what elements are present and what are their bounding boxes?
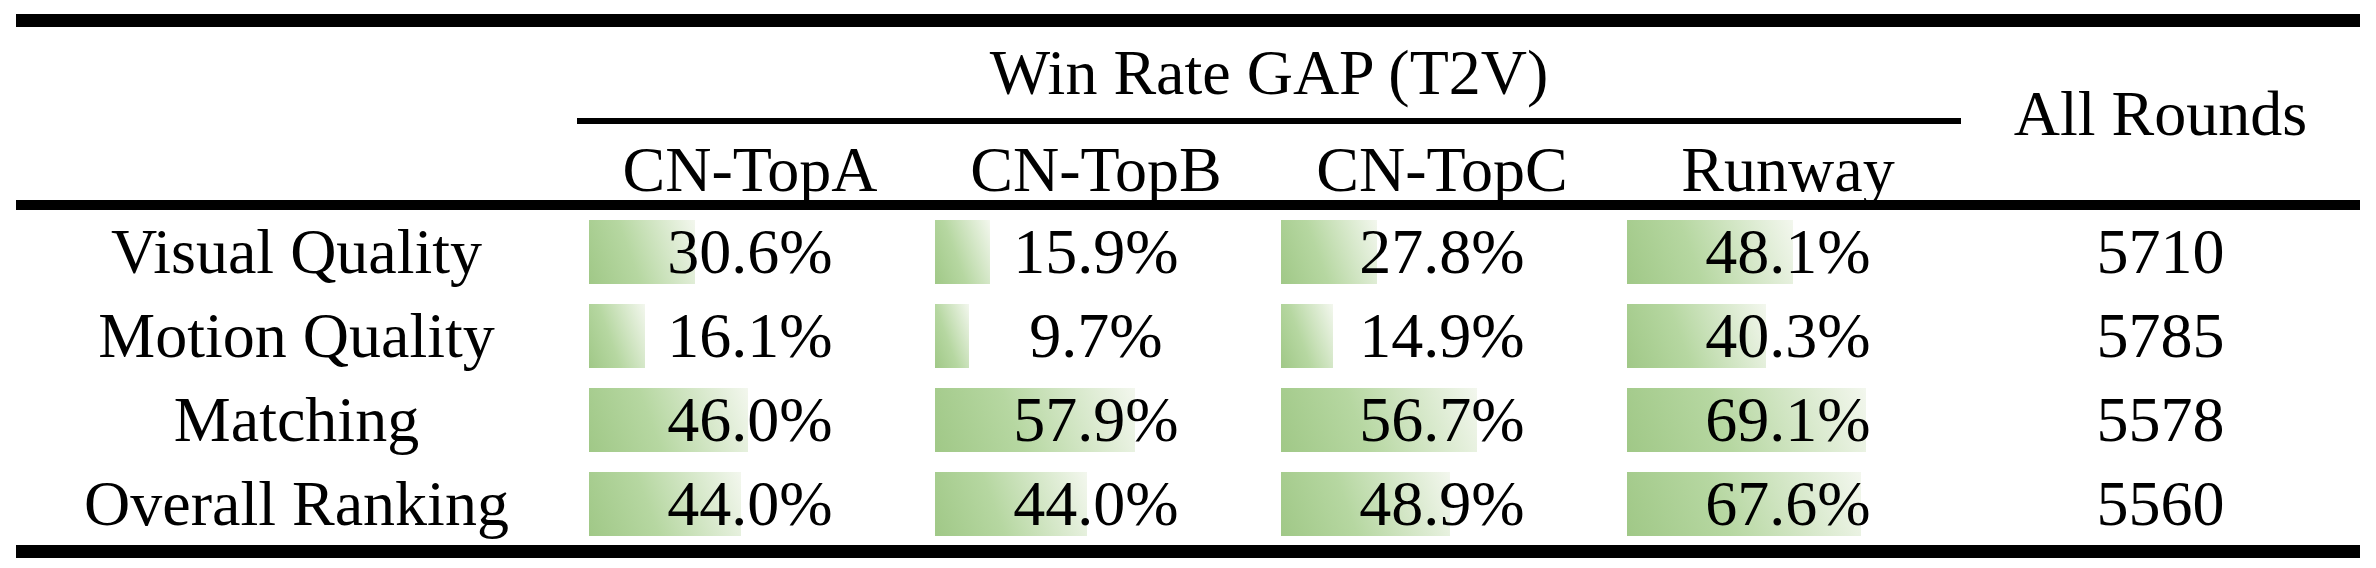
all-rounds-value: 5785 xyxy=(1961,294,2360,378)
group-header: Win Rate GAP (T2V) xyxy=(577,27,1961,118)
win-rate-cell: 57.9% xyxy=(923,378,1269,462)
row-label: Visual Quality xyxy=(16,210,577,294)
table-row: Visual Quality 30.6% 15.9% 27.8% 48.1% 5… xyxy=(16,210,2360,294)
win-rate-value: 44.0% xyxy=(1013,472,1178,536)
win-rate-cell: 48.1% xyxy=(1615,210,1961,294)
win-rate-value: 14.9% xyxy=(1359,304,1524,368)
all-rounds-value: 5578 xyxy=(1961,378,2360,462)
win-rate-value: 56.7% xyxy=(1359,388,1524,452)
table-row: Motion Quality 16.1% 9.7% 14.9% 40.3% 57… xyxy=(16,294,2360,378)
win-rate-cell: 30.6% xyxy=(577,210,923,294)
win-rate-cell: 9.7% xyxy=(923,294,1269,378)
table-row: Overall Ranking 44.0% 44.0% 48.9% 67.6% … xyxy=(16,462,2360,546)
win-rate-value: 40.3% xyxy=(1705,304,1870,368)
win-rate-table-figure: Win Rate GAP (T2V) All Rounds CN-TopA CN… xyxy=(0,0,2376,568)
column-header-row: CN-TopA CN-TopB CN-TopC Runway xyxy=(577,124,1961,200)
win-rate-value: 16.1% xyxy=(667,304,832,368)
row-label: Matching xyxy=(16,378,577,462)
win-rate-cell: 67.6% xyxy=(1615,462,1961,546)
column-header-cn-topc: CN-TopC xyxy=(1269,124,1615,200)
win-rate-cell: 46.0% xyxy=(577,378,923,462)
win-rate-value: 44.0% xyxy=(667,472,832,536)
column-header-runway: Runway xyxy=(1615,124,1961,200)
all-rounds-value: 5560 xyxy=(1961,462,2360,546)
win-rate-cell: 44.0% xyxy=(923,462,1269,546)
win-rate-value: 69.1% xyxy=(1705,388,1870,452)
win-rate-cell: 48.9% xyxy=(1269,462,1615,546)
win-rate-bar xyxy=(935,304,969,368)
all-rounds-value: 5710 xyxy=(1961,210,2360,294)
win-rate-value: 67.6% xyxy=(1705,472,1870,536)
header-body-rule xyxy=(16,200,2360,210)
win-rate-cell: 44.0% xyxy=(577,462,923,546)
all-rounds-header: All Rounds xyxy=(1961,27,2360,200)
column-header-cn-topa: CN-TopA xyxy=(577,124,923,200)
win-rate-value: 48.1% xyxy=(1705,220,1870,284)
win-rate-value: 27.8% xyxy=(1359,220,1524,284)
column-header-cn-topb: CN-TopB xyxy=(923,124,1269,200)
row-label: Motion Quality xyxy=(16,294,577,378)
win-rate-value: 46.0% xyxy=(667,388,832,452)
table-top-rule xyxy=(16,14,2360,27)
win-rate-bar xyxy=(1281,304,1333,368)
table-bottom-rule xyxy=(16,545,2360,558)
win-rate-value: 30.6% xyxy=(667,220,832,284)
win-rate-cell: 40.3% xyxy=(1615,294,1961,378)
win-rate-value: 48.9% xyxy=(1359,472,1524,536)
row-label: Overall Ranking xyxy=(16,462,577,546)
win-rate-value: 9.7% xyxy=(1029,304,1162,368)
win-rate-bar xyxy=(935,220,990,284)
win-rate-cell: 27.8% xyxy=(1269,210,1615,294)
win-rate-value: 57.9% xyxy=(1013,388,1178,452)
table-body: Visual Quality 30.6% 15.9% 27.8% 48.1% 5… xyxy=(16,210,2360,546)
win-rate-cell: 56.7% xyxy=(1269,378,1615,462)
win-rate-bar xyxy=(589,304,645,368)
table-row: Matching 46.0% 57.9% 56.7% 69.1% 5578 xyxy=(16,378,2360,462)
win-rate-cell: 16.1% xyxy=(577,294,923,378)
win-rate-value: 15.9% xyxy=(1013,220,1178,284)
win-rate-cell: 15.9% xyxy=(923,210,1269,294)
win-rate-cell: 69.1% xyxy=(1615,378,1961,462)
win-rate-cell: 14.9% xyxy=(1269,294,1615,378)
